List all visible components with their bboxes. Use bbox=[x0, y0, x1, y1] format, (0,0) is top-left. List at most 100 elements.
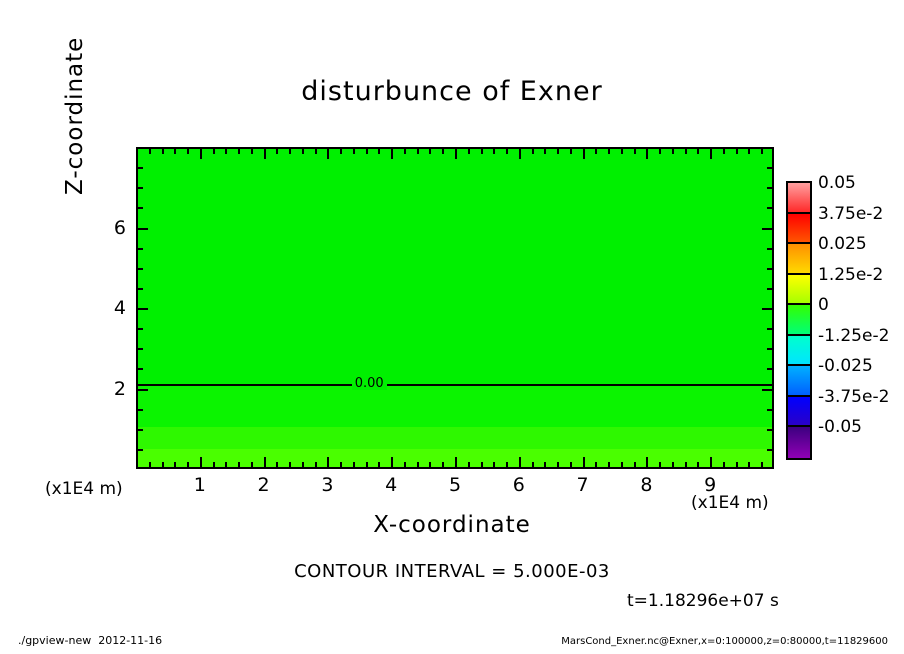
x-tick-label: 5 bbox=[448, 474, 462, 496]
colorbar-tick-label: 0 bbox=[818, 295, 829, 316]
axis-tick bbox=[557, 462, 559, 469]
axis-tick bbox=[276, 462, 278, 469]
axis-tick bbox=[468, 462, 470, 469]
axis-tick bbox=[761, 147, 763, 154]
colorbar-tick-label: 1.25e-2 bbox=[818, 264, 884, 285]
axis-tick bbox=[327, 457, 329, 469]
axis-tick bbox=[672, 147, 674, 154]
contour-field bbox=[138, 149, 772, 467]
axis-tick bbox=[136, 268, 143, 270]
axis-tick bbox=[767, 248, 774, 250]
axis-tick bbox=[697, 147, 699, 154]
axis-tick bbox=[767, 207, 774, 209]
axis-tick bbox=[767, 348, 774, 350]
axis-tick bbox=[506, 462, 508, 469]
colorbar-tick-label: 3.75e-2 bbox=[818, 203, 884, 224]
axis-tick bbox=[213, 147, 215, 154]
axis-tick bbox=[174, 462, 176, 469]
axis-tick bbox=[162, 462, 164, 469]
field-band bbox=[138, 426, 772, 449]
colorbar-cell bbox=[788, 366, 810, 397]
axis-tick bbox=[238, 147, 240, 154]
axis-tick bbox=[761, 462, 763, 469]
colorbar-tick-label: -0.025 bbox=[818, 356, 873, 377]
axis-tick bbox=[493, 462, 495, 469]
axis-tick bbox=[366, 462, 368, 469]
axis-tick bbox=[762, 308, 774, 310]
axis-tick bbox=[762, 389, 774, 391]
axis-tick bbox=[378, 462, 380, 469]
axis-tick bbox=[519, 147, 521, 159]
contour-line-label: 0.00 bbox=[351, 377, 387, 391]
axis-tick bbox=[213, 462, 215, 469]
axis-tick bbox=[557, 147, 559, 154]
axis-tick bbox=[429, 462, 431, 469]
axis-tick bbox=[136, 187, 143, 189]
axis-tick bbox=[264, 147, 266, 159]
axis-tick bbox=[340, 462, 342, 469]
axis-tick bbox=[608, 147, 610, 154]
axis-tick bbox=[136, 207, 143, 209]
axis-tick bbox=[723, 462, 725, 469]
axis-tick bbox=[506, 147, 508, 154]
axis-tick bbox=[378, 147, 380, 154]
axis-tick bbox=[136, 308, 148, 310]
axis-tick bbox=[646, 147, 648, 159]
axis-tick bbox=[659, 147, 661, 154]
axis-tick bbox=[583, 457, 585, 469]
axis-tick bbox=[225, 462, 227, 469]
colorbar-tick-label: 0.05 bbox=[818, 173, 856, 193]
axis-tick bbox=[238, 462, 240, 469]
axis-tick bbox=[187, 147, 189, 154]
axis-tick bbox=[136, 328, 143, 330]
axis-tick bbox=[136, 228, 148, 230]
axis-tick bbox=[570, 462, 572, 469]
axis-tick bbox=[532, 147, 534, 154]
axis-tick bbox=[417, 462, 419, 469]
axis-tick bbox=[315, 147, 317, 154]
colorbar-cell bbox=[788, 183, 810, 214]
axis-tick bbox=[621, 462, 623, 469]
field-band bbox=[138, 149, 772, 385]
axis-tick bbox=[289, 462, 291, 469]
axis-tick bbox=[646, 457, 648, 469]
y-tick-label: 2 bbox=[113, 377, 126, 400]
axis-tick bbox=[455, 457, 457, 469]
x-tick-label: 7 bbox=[576, 474, 589, 496]
axis-tick bbox=[302, 147, 304, 154]
axis-tick bbox=[136, 248, 143, 250]
axis-tick bbox=[595, 462, 597, 469]
y-axis-unit-label: (x1E4 m) bbox=[45, 479, 123, 499]
axis-tick bbox=[468, 147, 470, 154]
axis-tick bbox=[149, 462, 151, 469]
axis-tick bbox=[710, 147, 712, 159]
axis-tick bbox=[315, 462, 317, 469]
axis-tick bbox=[621, 147, 623, 154]
x-tick-label: 4 bbox=[385, 474, 398, 496]
axis-tick bbox=[767, 288, 774, 290]
axis-tick bbox=[762, 228, 774, 230]
axis-tick bbox=[162, 147, 164, 154]
axis-tick bbox=[697, 462, 699, 469]
axis-tick bbox=[404, 147, 406, 154]
axis-tick bbox=[455, 147, 457, 159]
colorbar-tick-label: 0.025 bbox=[818, 234, 867, 255]
axis-tick bbox=[442, 462, 444, 469]
axis-tick bbox=[481, 147, 483, 154]
axis-tick bbox=[136, 348, 143, 350]
x-tick-label: 2 bbox=[257, 474, 270, 496]
colorbar-tick-label: -1.25e-2 bbox=[818, 325, 890, 346]
axis-tick bbox=[767, 187, 774, 189]
colorbar-cell bbox=[788, 427, 810, 458]
axis-tick bbox=[481, 462, 483, 469]
axis-tick bbox=[327, 147, 329, 159]
axis-tick bbox=[767, 409, 774, 411]
axis-tick bbox=[736, 147, 738, 154]
x-axis-unit-label: (x1E4 m) bbox=[691, 493, 769, 513]
axis-tick bbox=[723, 147, 725, 154]
axis-tick bbox=[634, 147, 636, 154]
y-tick-label: 4 bbox=[113, 297, 126, 319]
axis-tick bbox=[149, 147, 151, 154]
axis-tick bbox=[583, 147, 585, 159]
